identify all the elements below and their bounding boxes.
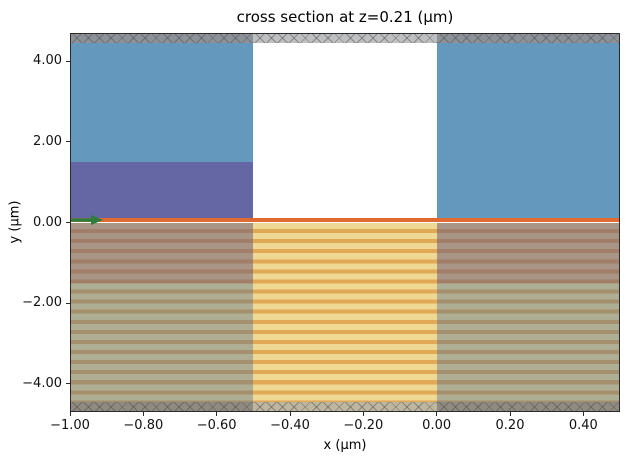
x-tick-label: 0.40 xyxy=(568,418,598,433)
x-tick-label: −1.00 xyxy=(50,418,90,433)
x-tick-label: 0.00 xyxy=(422,418,452,433)
source-arrow-icon xyxy=(70,215,103,226)
x-tick-mark xyxy=(216,412,218,416)
boundary-bottom-left xyxy=(70,401,254,412)
x-tick-label: −0.20 xyxy=(343,418,384,433)
x-tick-label: −0.40 xyxy=(270,418,310,433)
boundary-top-right xyxy=(436,33,620,44)
x-tick-mark xyxy=(436,412,438,416)
y-tick-mark xyxy=(66,141,70,143)
x-tick-mark xyxy=(142,412,144,416)
layer-stack-stripes xyxy=(70,222,620,402)
plot-area xyxy=(70,33,620,412)
y-tick-label: 0.00 xyxy=(33,214,62,230)
interface-layer xyxy=(70,217,620,223)
x-tick-label: 0.20 xyxy=(495,418,525,433)
y-tick-mark xyxy=(66,222,70,223)
x-tick-mark xyxy=(582,412,584,416)
x-tick-mark xyxy=(289,412,291,416)
y-tick-mark xyxy=(66,383,70,385)
y-tick-mark xyxy=(66,60,70,62)
x-tick-mark xyxy=(362,412,364,416)
x-axis-label: x (μm) xyxy=(323,438,367,453)
deep-layer-overlay-right xyxy=(436,222,620,283)
y-tick-label: 4.00 xyxy=(33,53,62,69)
x-tick-mark xyxy=(69,412,71,416)
y-tick-label: 2.00 xyxy=(33,133,62,149)
chart-title: cross section at z=0.21 (μm) xyxy=(236,8,454,26)
background-medium-right xyxy=(436,43,620,218)
y-tick-mark xyxy=(66,302,70,304)
upper-block-left xyxy=(70,162,254,218)
boundary-top-left xyxy=(70,33,254,44)
medium-overlay-left xyxy=(70,222,254,402)
deep-layer-overlay-left xyxy=(70,222,254,283)
x-tick-label: −0.80 xyxy=(123,418,164,433)
x-tick-mark xyxy=(509,412,511,416)
background-medium-left xyxy=(70,43,254,163)
y-tick-label: −4.00 xyxy=(22,375,62,391)
boundary-bottom-center xyxy=(253,401,437,412)
medium-overlay-right xyxy=(436,222,620,402)
x-tick-label: −0.60 xyxy=(196,418,237,433)
boundary-bottom-right xyxy=(436,401,620,412)
y-tick-label: −2.00 xyxy=(22,295,62,311)
boundary-top-center xyxy=(253,33,437,44)
